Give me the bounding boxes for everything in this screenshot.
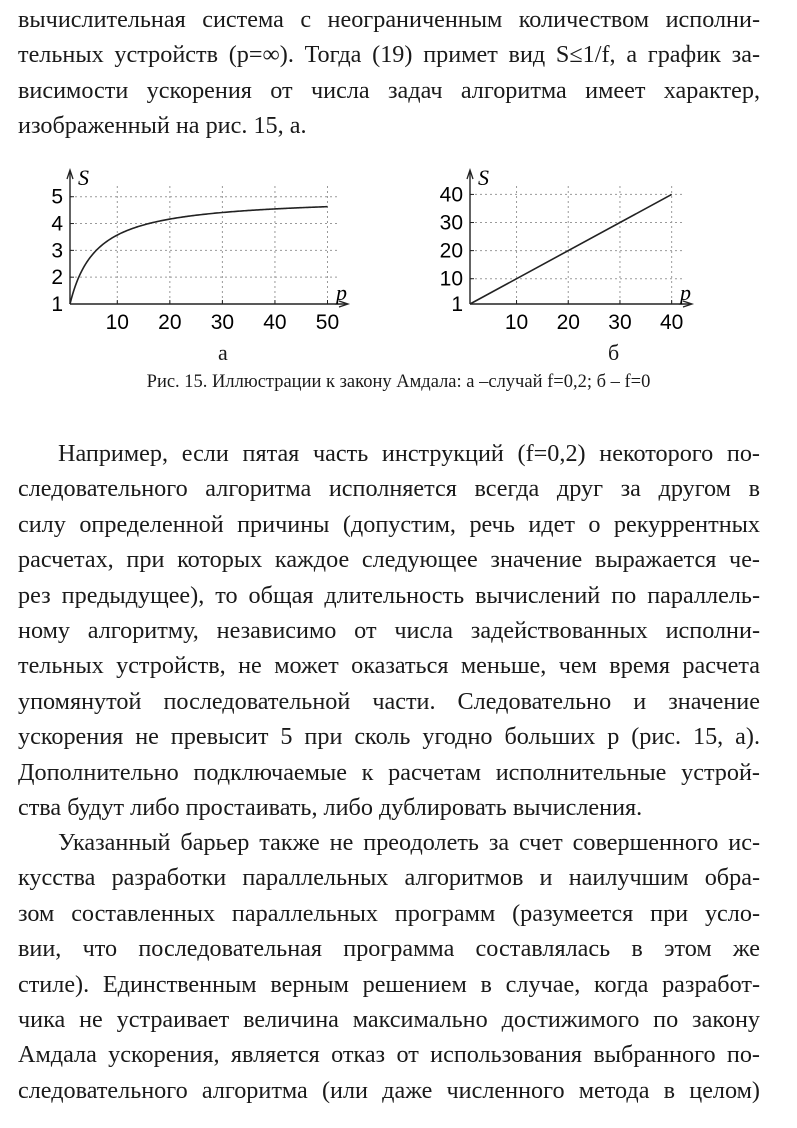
text-line: вии, что последовательная программа сост… <box>18 935 760 963</box>
x-tick-label: 30 <box>608 311 631 334</box>
text-line: висимости ускорения от числа задач алгор… <box>18 76 760 104</box>
series-line <box>69 205 328 305</box>
text-line: силу определенной причины (допустим, реч… <box>18 510 760 538</box>
y-tick-label: 5 <box>51 186 63 209</box>
text-line: стиле). Единственным верным решением в с… <box>18 970 760 998</box>
y-axis-arrow <box>466 167 474 180</box>
text-line: расчетах, при которых каждое следующее з… <box>18 546 760 574</box>
y-tick-label: 10 <box>440 268 463 291</box>
text-line: кусства разработки параллельных алгоритм… <box>18 864 760 892</box>
y-tick-label: 2 <box>51 266 63 289</box>
x-tick-label: 20 <box>557 311 580 334</box>
y-tick-label: 40 <box>440 183 463 206</box>
text-line: ускорения не превысит 5 при сколь угодно… <box>18 723 760 751</box>
text-line: упомянутой последовательной части. Следо… <box>18 687 760 715</box>
series-line <box>469 193 673 305</box>
text-line: зом составленных параллельных программ (… <box>18 899 760 927</box>
chart-a: Sp 10 20 30 40 50 1 2 3 4 5 <box>51 165 351 334</box>
x-tick-label: 10 <box>505 311 528 334</box>
text-line: ному алгоритму, независимо от числа заде… <box>18 617 760 645</box>
y-tick-label: 20 <box>440 240 463 263</box>
x-tick-label: 30 <box>211 311 234 334</box>
x-tick-label: 50 <box>316 311 339 334</box>
text-line: Амдала ускорения, является отказ от испо… <box>18 1041 760 1069</box>
text-line: Например, если пятая часть инструкций (f… <box>58 440 760 467</box>
text-line: рез предыдущее), то общая длительность в… <box>18 581 760 609</box>
x-axis-arrow <box>338 300 351 308</box>
y-axis-label: S <box>478 165 489 190</box>
text-line: Указанный барьер также не преодолеть за … <box>58 829 760 856</box>
y-tick-label: 4 <box>51 213 63 236</box>
y-tick-label: 30 <box>440 212 463 235</box>
x-tick-label: 40 <box>263 311 286 334</box>
text-line: Дополнительно подключаемые к расчетам ис… <box>18 758 760 786</box>
text-line: следовательного алгоритма исполняется вс… <box>18 475 760 503</box>
y-tick-label: 1 <box>51 293 63 316</box>
text-line: чика не устраивает величина максимально … <box>18 1006 760 1034</box>
panel-label-b: б <box>608 340 620 365</box>
x-tick-label: 20 <box>158 311 181 334</box>
y-tick-label: 1 <box>451 293 463 316</box>
panel-label-a: а <box>218 340 228 365</box>
text-line: вычислительная система с неограниченным … <box>18 6 760 33</box>
top-paragraph: вычислительная система с неограниченным … <box>18 2 760 144</box>
body-paragraph-1: Например, если пятая часть инструкций (f… <box>18 436 760 825</box>
x-axis-arrow <box>682 300 695 308</box>
y-axis-arrow <box>66 167 74 180</box>
body-paragraph-2: Указанный барьер также не преодолеть за … <box>18 825 760 1108</box>
text-line: тельных устройств (p=∞). Тогда (19) прим… <box>18 41 760 69</box>
x-tick-label: 10 <box>106 311 129 334</box>
text-line: следовательного алгоритма (или даже числ… <box>18 1076 760 1104</box>
figure-caption: Рис. 15. Иллюстрации к закону Амдала: а … <box>146 372 651 392</box>
x-axis-label: p <box>678 280 691 305</box>
text-line: тельных устройств, не может оказаться ме… <box>18 652 760 680</box>
x-axis-label: p <box>334 280 347 305</box>
text-line: изображенный на рис. 15, а. <box>18 112 307 140</box>
y-axis-label: S <box>78 165 89 190</box>
x-tick-label: 40 <box>660 311 683 334</box>
text-line: ства будут либо простаивать, либо дублир… <box>18 794 643 822</box>
y-tick-label: 3 <box>51 239 63 262</box>
